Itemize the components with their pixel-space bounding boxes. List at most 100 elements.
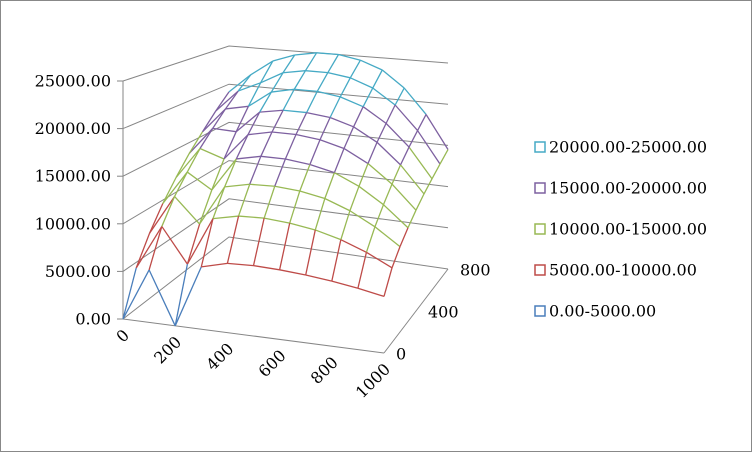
surface-edge <box>339 77 351 98</box>
surface-edge <box>248 91 272 107</box>
surface-edge <box>285 158 311 166</box>
surface-edge <box>358 185 384 206</box>
surface-edge <box>423 178 433 195</box>
surface-edge <box>253 264 280 271</box>
surface-edge <box>353 126 378 143</box>
surface-edge <box>259 109 284 113</box>
surface-edge <box>278 222 291 270</box>
surface-edge <box>374 204 385 228</box>
surface-edge <box>289 222 316 231</box>
surface-edge <box>175 153 190 178</box>
z-tick-label: 20000.00 <box>35 119 111 138</box>
depth-tick-label: 400 <box>428 303 459 322</box>
surface-edge <box>175 148 201 179</box>
surface-edge <box>238 215 265 219</box>
surface-edge <box>201 262 228 268</box>
surface-edge <box>295 112 308 135</box>
surface-edge <box>367 142 378 164</box>
surface-edge <box>306 91 318 113</box>
surface-edge <box>385 122 410 148</box>
depth-tick-label: 0 <box>396 345 406 364</box>
surface-edge <box>374 226 401 248</box>
surface-edge <box>319 117 331 140</box>
surface-edge <box>274 158 286 187</box>
grid-line <box>122 160 449 225</box>
x-tick-label: 400 <box>202 339 237 374</box>
surface-edge <box>224 90 239 110</box>
depth-tick-label: 800 <box>460 261 491 280</box>
surface-edge <box>161 226 188 265</box>
surface-edge <box>339 96 364 108</box>
surface-edge <box>211 158 237 191</box>
surface-edge <box>271 109 284 133</box>
surface-edge <box>188 127 214 154</box>
surface-edge <box>282 54 296 74</box>
surface-edge <box>400 164 425 195</box>
z-tick-label: 25000.00 <box>35 72 111 91</box>
surface-edge <box>340 210 351 240</box>
surface-edge <box>382 183 393 205</box>
surface-edge <box>383 267 393 297</box>
surface-edge <box>415 193 425 211</box>
surface-edge <box>188 131 204 154</box>
surface-edge <box>331 239 342 282</box>
surface-edge <box>148 226 163 271</box>
axis-line <box>122 318 385 354</box>
surface-edge <box>224 158 237 188</box>
surface-edge <box>309 163 335 174</box>
surface-edge <box>408 130 419 148</box>
surface-edge <box>279 269 306 276</box>
surface-edge <box>305 70 328 74</box>
surface-edge <box>293 70 307 90</box>
surface-edge <box>236 155 261 160</box>
surface-edge <box>403 87 427 115</box>
surface-edge <box>319 139 345 150</box>
surface-edge <box>381 69 405 89</box>
surface-edge <box>212 127 237 133</box>
surface-edge <box>417 130 441 165</box>
z-tick-label: 10000.00 <box>35 214 111 233</box>
surface-edge <box>360 59 383 71</box>
surface-edge <box>315 229 342 241</box>
surface-edge <box>224 183 250 188</box>
surface-edge <box>304 52 318 72</box>
legend-swatch <box>534 182 546 194</box>
surface-edge <box>417 114 427 131</box>
surface-edge <box>316 52 339 56</box>
legend-swatch <box>534 141 546 153</box>
z-tick-label: 0.00 <box>75 310 111 329</box>
surface-edge <box>372 69 383 89</box>
surface-edge <box>338 53 361 61</box>
surface-edge <box>289 190 301 224</box>
legend-label: 15000.00-20000.00 <box>549 179 707 198</box>
grid-line <box>122 83 449 130</box>
surface-edge <box>247 131 273 136</box>
surface-edge <box>263 186 276 219</box>
surface-edge <box>391 183 417 211</box>
surface-edge <box>284 134 297 160</box>
surface-edge <box>408 146 433 180</box>
surface-edge <box>299 190 326 200</box>
surface-edge <box>202 108 226 133</box>
surface-edge <box>198 189 213 225</box>
surface-edge <box>186 218 214 265</box>
surface-edge <box>260 155 286 160</box>
surface-edge <box>237 184 251 217</box>
grid-line <box>122 236 449 320</box>
surface-edge <box>264 217 290 224</box>
surface-edge <box>305 274 332 282</box>
surface-edge <box>349 59 361 79</box>
grid-line <box>122 198 449 272</box>
grid-line <box>122 121 449 177</box>
surface-edge <box>324 197 351 212</box>
surface-edge <box>327 54 340 73</box>
surface-edge <box>223 134 249 160</box>
surface-edge <box>333 148 345 173</box>
surface-edge <box>327 71 351 79</box>
surface-edge <box>329 116 354 128</box>
surface-edge <box>247 111 261 135</box>
surface-edge <box>425 114 449 150</box>
surface-edge <box>316 72 329 92</box>
surface-edge <box>366 251 393 269</box>
